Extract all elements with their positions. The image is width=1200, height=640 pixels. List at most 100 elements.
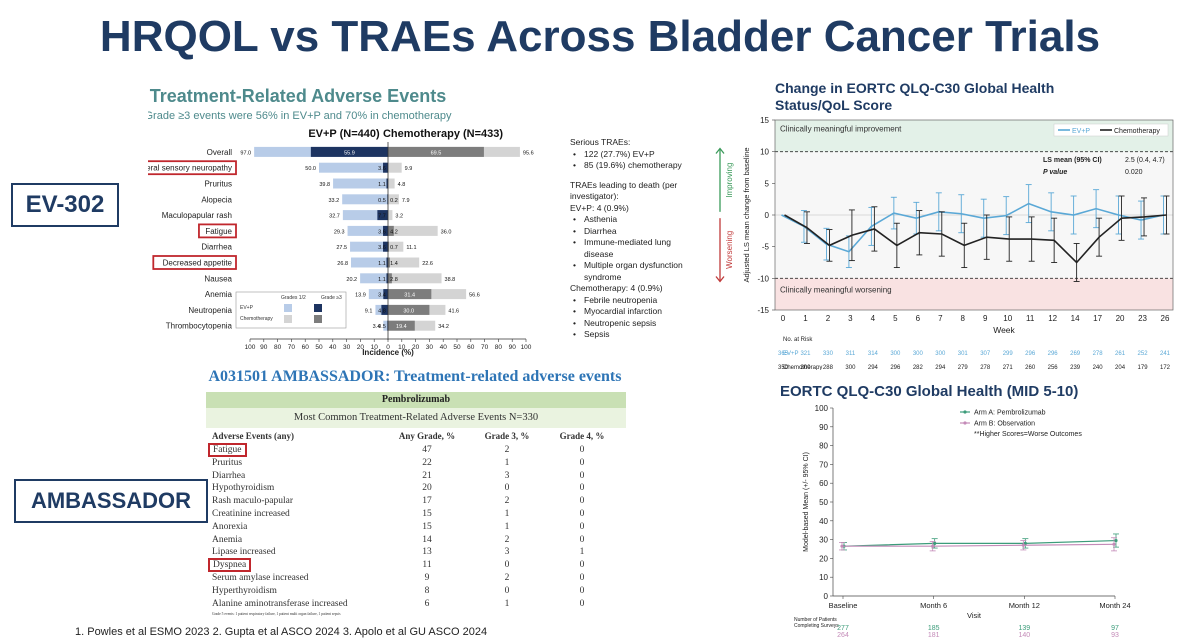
table-row: Pruritus 22 1 0 bbox=[206, 457, 626, 470]
bar-chemo-total bbox=[388, 257, 420, 268]
at-risk-value: 314 bbox=[868, 351, 879, 357]
mid-chart: EORTC QLQ-C30 Global Health (MID 5-10) 0… bbox=[780, 383, 1131, 639]
category-label: Alopecia bbox=[201, 195, 232, 204]
evp-total-label: 26.8 bbox=[337, 261, 348, 267]
at-risk-chemo-label: Chemotherapy bbox=[783, 365, 822, 370]
note-line: • Sepsis bbox=[573, 329, 610, 339]
category-label: Overall bbox=[207, 148, 233, 157]
category-label: Decreased appetite bbox=[163, 259, 233, 268]
bar-evp-total bbox=[360, 273, 388, 284]
x-tick-label: 14 bbox=[1071, 314, 1080, 323]
chemo-total-label: 9.9 bbox=[405, 166, 413, 172]
p-value-label: P value bbox=[1043, 169, 1067, 176]
at-risk-value: 288 bbox=[823, 365, 834, 370]
at-risk-value: 365 bbox=[778, 351, 789, 357]
table-cell-g3: 2 bbox=[504, 572, 510, 583]
table-row: Rash maculo-papular 17 2 0 bbox=[206, 495, 626, 508]
worsening-band bbox=[775, 278, 1173, 310]
n-label-line2: Completing Surveys bbox=[794, 623, 839, 629]
table-cell-g4: 0 bbox=[579, 572, 585, 583]
qlq-xlabel: Week bbox=[993, 325, 1015, 335]
legend-arm-a: Arm A: Pembrolizumab bbox=[974, 410, 1046, 417]
y-tick-label: 90 bbox=[819, 423, 828, 432]
improving-label: Improving bbox=[725, 163, 734, 198]
table-footnote: Grade 5 events: 1 patient respiratory fa… bbox=[212, 612, 341, 617]
table-cell-g4: 0 bbox=[579, 483, 585, 494]
table-header-row: Adverse Events (any) Any Grade, % Grade … bbox=[212, 431, 605, 441]
note-line: • Myocardial infarction bbox=[573, 306, 662, 316]
y-tick-label: 60 bbox=[819, 479, 828, 488]
bar-chemo-total bbox=[388, 241, 404, 252]
bar-chemo-grade3 bbox=[388, 289, 432, 300]
at-risk-value: 299 bbox=[1003, 351, 1014, 357]
table-cell-g4: 1 bbox=[579, 547, 585, 558]
mid-note: **Higher Scores=Worse Outcomes bbox=[974, 431, 1082, 438]
qlq-ylabel: Adjusted LS mean change from baseline bbox=[742, 147, 751, 282]
x-tick-label: 11 bbox=[1026, 314, 1035, 323]
table-cell-name: Rash maculo-papular bbox=[212, 496, 293, 507]
trae-chart-subtitle: Grade ≥3 events were 56% in EV+P and 70%… bbox=[148, 110, 452, 122]
bar-evp-total bbox=[351, 257, 388, 268]
bar-evp-total bbox=[342, 194, 388, 205]
evp-grade3-label: 0.5 bbox=[378, 198, 386, 204]
y-tick-label: 0 bbox=[824, 592, 829, 601]
at-risk-value: 300 bbox=[800, 365, 811, 370]
n-value: 277 bbox=[837, 625, 849, 632]
chemo-grade3-label: 0.2 bbox=[390, 198, 398, 204]
slide-footnote: 1. Powles et al ESMO 2023 2. Gupta et al… bbox=[75, 626, 488, 638]
x-tick-label: 4 bbox=[871, 314, 876, 323]
x-tick-label: 90 bbox=[260, 344, 268, 351]
chemo-total-label: 56.6 bbox=[469, 293, 480, 299]
mid-title: EORTC QLQ-C30 Global Health (MID 5-10) bbox=[780, 383, 1078, 400]
table-cell-any: 17 bbox=[422, 496, 432, 507]
evp-grade3-label: 1.1 bbox=[378, 182, 386, 188]
x-tick-label: Month 24 bbox=[1099, 601, 1130, 610]
table-row: Alanine aminotransferase increased 6 1 0 bbox=[206, 598, 626, 611]
table-cell-g3: 1 bbox=[504, 508, 510, 519]
at-risk-value: 252 bbox=[1138, 351, 1149, 357]
evp-header: EV+P (N=440) bbox=[308, 128, 380, 140]
note-line: • Multiple organ dysfunction bbox=[573, 260, 683, 270]
x-tick-label: 26 bbox=[1161, 314, 1170, 323]
note-line: disease bbox=[584, 248, 614, 259]
x-tick-label: 60 bbox=[302, 344, 310, 351]
x-tick-label: 20 bbox=[357, 344, 365, 351]
table-cell-name: Anemia bbox=[212, 534, 243, 545]
chemo-total-label: 41.6 bbox=[448, 308, 459, 314]
legend-evp-g12 bbox=[284, 304, 292, 312]
at-risk-value: 294 bbox=[935, 365, 946, 370]
x-tick-label: 7 bbox=[938, 314, 943, 323]
y-tick-label: 30 bbox=[819, 536, 828, 545]
n-value: 140 bbox=[1018, 632, 1030, 639]
y-tick-label: -5 bbox=[762, 243, 770, 252]
x-tick-label: 60 bbox=[467, 344, 475, 351]
chemo-total-label: 38.8 bbox=[445, 277, 456, 283]
bar-evp-grade3 bbox=[383, 241, 388, 252]
at-risk-value: 311 bbox=[846, 351, 856, 357]
note-line: • 85 (19.6%) chemotherapy bbox=[573, 160, 682, 170]
mid-xlabel: Visit bbox=[967, 611, 982, 620]
table-row: Hyperthyroidism 8 0 0 bbox=[206, 585, 626, 598]
table-cell-g3: 2 bbox=[504, 534, 510, 545]
x-tick-label: 10 bbox=[398, 344, 406, 351]
table-cell-g4: 0 bbox=[579, 560, 585, 571]
bar-evp-grade3 bbox=[310, 146, 388, 157]
at-risk-title: No. at Risk bbox=[783, 337, 813, 343]
y-tick-label: 0 bbox=[765, 211, 770, 220]
table-cell-g3: 3 bbox=[504, 470, 510, 481]
x-tick-label: 50 bbox=[315, 344, 323, 351]
chemo-grade3-label: 0.7 bbox=[390, 245, 398, 251]
table-cell-any: 14 bbox=[422, 534, 432, 545]
svg-text:Chemotherapy: Chemotherapy bbox=[240, 316, 273, 322]
table-cell-g4: 0 bbox=[579, 534, 585, 545]
chemo-grade3-label: 31.4 bbox=[404, 293, 415, 299]
x-tick-label: 80 bbox=[495, 344, 503, 351]
table-row: Fatigue 47 2 0 bbox=[206, 443, 626, 457]
evp-total-label: 97.0 bbox=[240, 150, 251, 156]
chemo-grade3-label: 2.8 bbox=[390, 277, 398, 283]
table-cell-g3: 1 bbox=[504, 457, 510, 468]
x-tick-label: 0 bbox=[386, 344, 390, 351]
note-line: • Asthenia bbox=[573, 214, 618, 224]
table-cell-g3: 2 bbox=[504, 496, 510, 507]
mid-ylabel: Model-based Mean (+/- 95% CI) bbox=[803, 452, 810, 552]
